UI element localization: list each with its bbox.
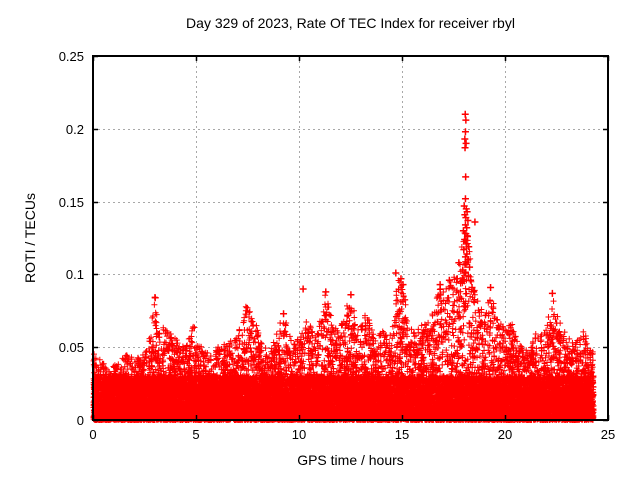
x-tick-label: 15 [394,427,410,442]
x-tick-label: 20 [497,427,513,442]
x-tick-label: 5 [192,427,200,442]
x-tick-label: 10 [291,427,307,442]
y-tick-label: 0.15 [58,194,84,210]
y-tick-label: 0.1 [65,267,84,283]
x-axis-label: GPS time / hours [297,452,404,468]
x-tick-label: 25 [600,427,616,442]
y-tick-label: 0.2 [65,121,84,137]
y-tick-label: 0 [76,413,84,428]
y-tick-label: 0.25 [58,49,84,64]
chart-title: Day 329 of 2023, Rate Of TEC Index for r… [186,15,515,31]
y-tick-label: 0.05 [58,340,84,356]
x-tick-label: 0 [89,427,97,442]
